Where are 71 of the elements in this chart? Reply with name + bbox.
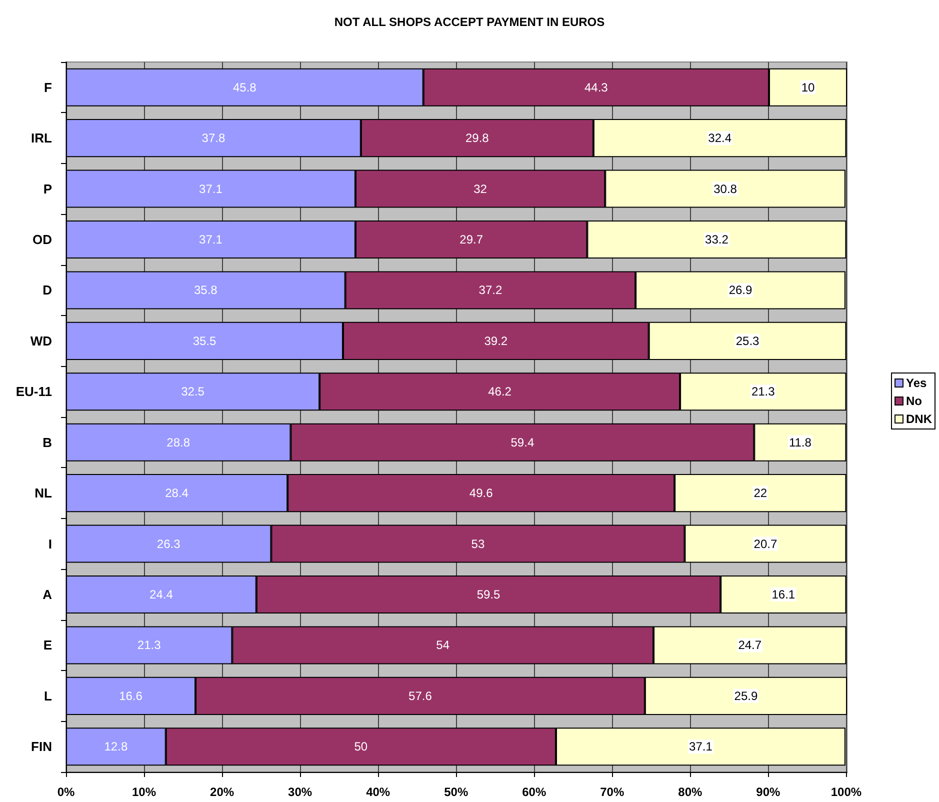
data-label: 21.3 [137, 638, 162, 652]
data-label: 37.2 [478, 283, 502, 298]
data-label: 44.3 [584, 80, 608, 94]
x-tick-label: 90% [756, 785, 781, 799]
data-label: 21.3 [751, 384, 776, 399]
y-tick-label: E [43, 638, 52, 653]
legend-label: DNK [906, 412, 932, 426]
data-label: 28.4 [165, 486, 189, 500]
data-label: 46.2 [488, 384, 512, 399]
data-label: 29.8 [465, 131, 490, 146]
x-tick-label: 100% [830, 785, 862, 799]
data-label: 37.1 [199, 182, 223, 196]
y-tick-label: FIN [31, 739, 52, 754]
data-label: 10 [801, 80, 815, 94]
y-tick-label: EU-11 [16, 384, 52, 400]
data-label: 26.3 [156, 536, 181, 551]
y-tick-label: L [44, 688, 52, 704]
data-label: 39.2 [484, 334, 508, 348]
y-tick-label: OD [32, 232, 52, 247]
data-label: 32.5 [181, 384, 205, 399]
legend-label: No [906, 394, 922, 408]
data-label: 26.9 [728, 283, 752, 298]
x-tick-label: 30% [288, 785, 312, 799]
x-tick-label: 20% [210, 785, 234, 799]
data-label: 37.8 [202, 131, 226, 146]
legend-label: Yes [906, 376, 928, 390]
data-label: 28.8 [166, 435, 190, 450]
data-label: 59.5 [476, 588, 500, 602]
data-label: 35.5 [192, 334, 216, 348]
data-label: 50 [354, 740, 368, 754]
data-label: 54 [436, 638, 450, 652]
data-label: 16.6 [119, 688, 143, 703]
data-label: 20.7 [754, 536, 778, 551]
data-label: 12.8 [104, 740, 128, 754]
y-tick-label: F [44, 80, 52, 95]
data-label: 45.8 [232, 80, 257, 94]
data-label: 57.6 [408, 688, 432, 703]
y-tick-label: I [48, 536, 52, 552]
data-label: 53 [471, 536, 485, 551]
data-label: 30.8 [714, 182, 738, 196]
data-label: 32 [474, 182, 488, 196]
data-label: 22 [754, 486, 768, 500]
data-label: 16.1 [772, 588, 796, 602]
data-label: 37.1 [689, 740, 713, 754]
data-label: 35.8 [194, 283, 218, 298]
data-label: 24.4 [150, 588, 174, 602]
y-tick-label: B [42, 434, 52, 450]
data-label: 32.4 [708, 131, 732, 146]
x-tick-label: 80% [678, 785, 703, 799]
y-tick-label: A [42, 587, 53, 602]
data-label: 29.7 [460, 232, 484, 246]
y-tick-label: IRL [31, 130, 52, 146]
data-label: 11.8 [788, 435, 812, 450]
y-tick-label: P [43, 181, 52, 196]
x-tick-label: 50% [444, 785, 468, 799]
x-tick-label: 40% [366, 785, 390, 799]
y-tick-label: D [42, 282, 52, 298]
data-label: 24.7 [738, 638, 762, 652]
x-tick-label: 0% [57, 785, 75, 799]
data-label: 37.1 [199, 232, 223, 246]
y-tick-label: NL [34, 486, 52, 501]
data-label: 25.9 [734, 688, 758, 703]
x-tick-label: 60% [522, 785, 546, 799]
x-tick-label: 10% [132, 785, 156, 799]
y-tick-label: WD [30, 333, 52, 348]
data-label: 59.4 [510, 435, 534, 450]
data-label: 49.6 [469, 486, 494, 500]
x-tick-label: 70% [600, 785, 624, 799]
chart-title: NOT ALL SHOPS ACCEPT PAYMENT IN EUROS [334, 15, 605, 29]
data-label: 33.2 [705, 232, 729, 246]
data-label: 25.3 [736, 334, 760, 348]
